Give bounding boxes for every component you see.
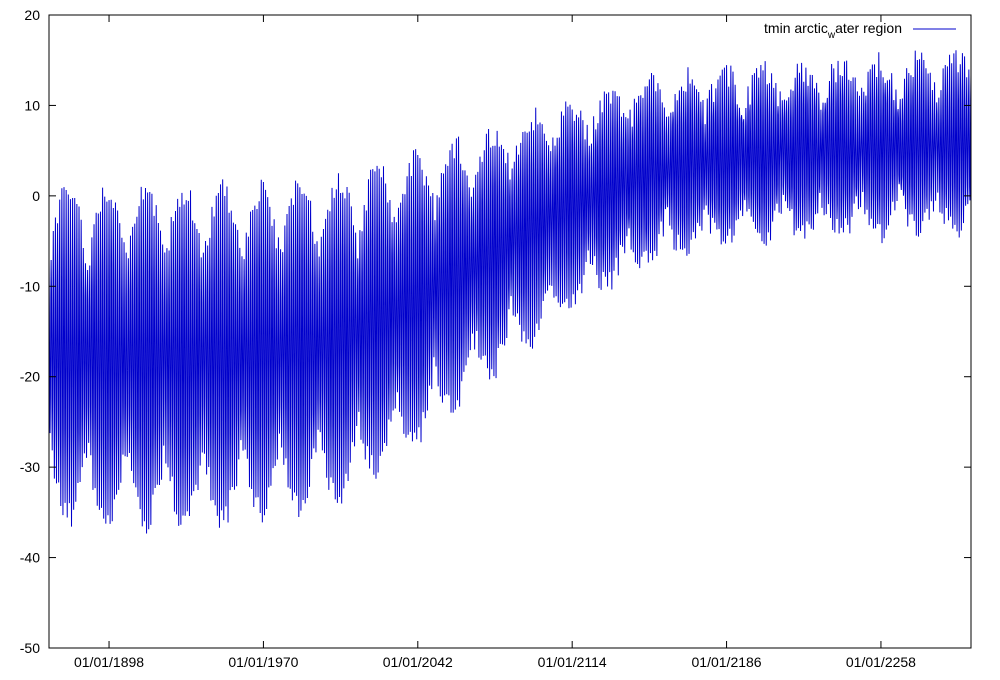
- legend-text-main: tmin arctic: [764, 20, 828, 36]
- y-tick-label: -30: [20, 459, 40, 475]
- y-tick-label: -10: [20, 278, 40, 294]
- plot-frame: [48, 14, 972, 649]
- x-tick-label: 01/01/2114: [538, 654, 607, 670]
- y-tick-label: 10: [24, 97, 40, 113]
- x-tick-label: 01/01/1970: [228, 654, 298, 670]
- legend: tmin arcticwater region: [764, 20, 956, 41]
- series-line: [48, 50, 972, 534]
- y-axis: -50 -40 -30 -20 -10 0 10 20: [20, 7, 971, 656]
- legend-label: tmin arcticwater region: [764, 20, 902, 41]
- x-axis: 01/01/1898 01/01/1970 01/01/2042 01/01/2114…: [74, 15, 916, 670]
- y-tick-label: 0: [32, 188, 40, 204]
- x-tick-label: 01/01/2042: [383, 654, 453, 670]
- y-tick-label: -40: [20, 550, 40, 566]
- x-tick-label: 01/01/1898: [74, 654, 144, 670]
- legend-text-tail: ater region: [835, 20, 902, 36]
- y-tick-label: 20: [24, 7, 40, 23]
- series-layer: [48, 50, 972, 534]
- legend-text-sub: w: [827, 30, 836, 41]
- x-tick-label: 01/01/2258: [846, 654, 916, 670]
- y-tick-label: -20: [20, 369, 40, 385]
- y-tick-label: -50: [20, 640, 40, 656]
- x-tick-label: 01/01/2186: [692, 654, 762, 670]
